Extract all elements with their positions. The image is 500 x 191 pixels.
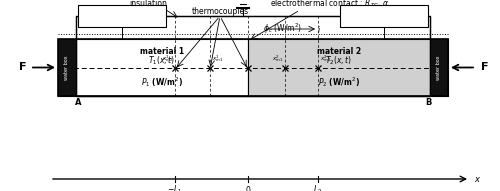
Text: insulation: insulation	[129, 0, 167, 8]
Text: $T_2(x,t)$: $T_2(x,t)$	[326, 55, 352, 67]
Bar	[340, 5, 428, 27]
Bar	[76, 39, 248, 96]
Text: $P_2$ (W/m$^2$): $P_2$ (W/m$^2$)	[318, 75, 360, 89]
Text: $\phi_c$ (W/m$^2$): $\phi_c$ (W/m$^2$)	[263, 22, 302, 36]
Text: B: B	[425, 98, 431, 107]
Text: water box: water box	[64, 55, 70, 80]
Text: $x_{m2}^1$: $x_{m2}^1$	[162, 53, 173, 63]
Text: material 1: material 1	[140, 46, 184, 56]
Text: $T_1(x,t)$: $T_1(x,t)$	[148, 55, 176, 67]
Bar	[78, 5, 166, 27]
Text: $x_{m2}^2$: $x_{m2}^2$	[320, 53, 331, 63]
Bar	[76, 16, 430, 96]
Text: $P_1$ (W/m$^2$): $P_1$ (W/m$^2$)	[141, 75, 183, 89]
Text: A: A	[75, 98, 81, 107]
Text: F: F	[19, 62, 27, 73]
Text: $-L_1$: $-L_1$	[167, 184, 183, 191]
Text: F: F	[481, 62, 489, 73]
Text: water box: water box	[436, 55, 442, 80]
Bar	[58, 39, 76, 96]
Text: $x_{m1}^2$: $x_{m1}^2$	[272, 53, 283, 63]
Text: $L_2$: $L_2$	[314, 184, 322, 191]
Bar	[76, 16, 430, 96]
Bar	[58, 39, 448, 96]
Text: electrothermal contact : $R_{TC}$, $\alpha$: electrothermal contact : $R_{TC}$, $\alp…	[270, 0, 390, 10]
Text: $x_{m1}^1$: $x_{m1}^1$	[212, 53, 224, 63]
Bar	[430, 39, 448, 96]
Text: $0$: $0$	[245, 184, 251, 191]
Text: hot flow : $\theta_2$: hot flow : $\theta_2$	[362, 11, 406, 21]
Text: thermocouples: thermocouples	[192, 6, 248, 15]
Text: $i$: $i$	[317, 24, 321, 35]
Text: $x$: $x$	[474, 175, 481, 184]
Text: cold flow : $\theta_1$: cold flow : $\theta_1$	[98, 11, 146, 21]
Bar	[248, 39, 430, 96]
Text: material 2: material 2	[317, 46, 361, 56]
